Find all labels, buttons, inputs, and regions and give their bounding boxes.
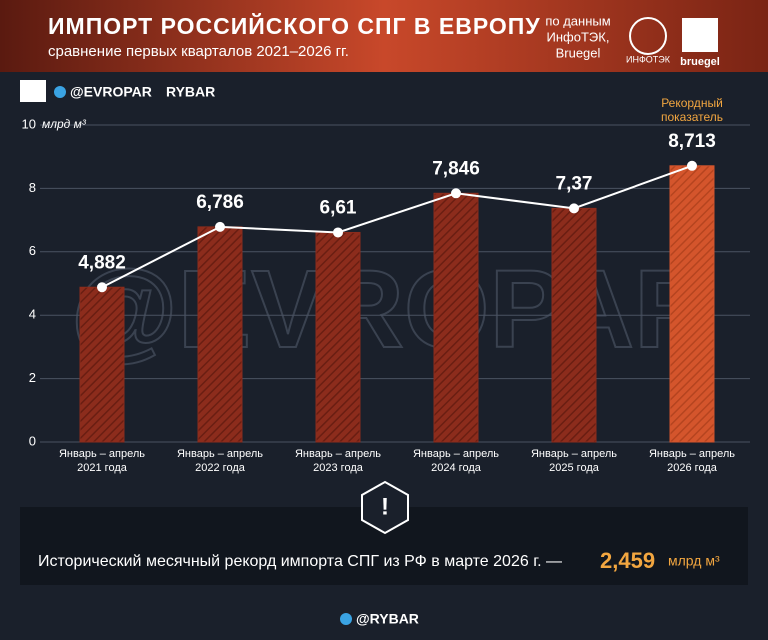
- y-tick-label: 10: [22, 116, 36, 131]
- bar: [315, 231, 361, 443]
- bar: [197, 226, 243, 443]
- x-tick-label: 2023 года: [313, 462, 364, 474]
- y-tick-label: 0: [29, 433, 36, 448]
- footer: @RYBAR: [356, 611, 419, 627]
- tg-icon: [340, 613, 352, 625]
- title: ИМПОРТ РОССИЙСКОГО СПГ В ЕВРОПУ: [48, 12, 541, 39]
- source: по данным: [545, 13, 610, 28]
- value-label: 4,882: [78, 252, 126, 273]
- logo: ИНФОТЭК: [626, 54, 671, 64]
- value-label: 6,61: [320, 197, 357, 218]
- y-tick-label: 2: [29, 370, 36, 385]
- annotation: Рекордный: [661, 96, 723, 110]
- point: [687, 160, 697, 171]
- qr: [20, 80, 46, 102]
- header-bg: [0, 0, 768, 72]
- note-value: 2,459: [600, 548, 655, 573]
- note-unit: млрд м³: [668, 553, 720, 569]
- source: ИнфоТЭК,: [547, 29, 610, 44]
- annotation: показатель: [661, 110, 723, 124]
- tg-icon: [54, 86, 66, 98]
- x-tick-label: Январь – апрель: [531, 448, 617, 460]
- source: Bruegel: [556, 45, 601, 60]
- x-tick-label: Январь – апрель: [295, 448, 381, 460]
- x-tick-label: 2021 года: [77, 462, 128, 474]
- point: [333, 227, 343, 238]
- point: [451, 188, 461, 199]
- x-tick-label: Январь – апрель: [649, 448, 735, 460]
- handle: @EVROPAR: [70, 84, 152, 100]
- bar: [433, 192, 479, 443]
- watermark: @EVROPAR: [70, 248, 713, 371]
- value-label: 7,37: [556, 173, 593, 194]
- point: [215, 221, 225, 232]
- bar: [669, 165, 715, 443]
- y-unit: млрд м³: [42, 117, 87, 131]
- y-tick-label: 4: [29, 307, 36, 322]
- handle: RYBAR: [166, 84, 215, 100]
- x-tick-label: 2025 года: [549, 462, 600, 474]
- y-tick-label: 8: [29, 180, 36, 195]
- point: [569, 203, 579, 214]
- x-tick-label: 2026 года: [667, 462, 718, 474]
- y-tick-label: 6: [29, 243, 36, 258]
- value-label: 7,846: [432, 158, 480, 179]
- value-label: 6,786: [196, 192, 244, 213]
- x-tick-label: 2024 года: [431, 462, 482, 474]
- subtitle: сравнение первых кварталов 2021–2026 гг.: [48, 43, 349, 60]
- note-text: Исторический месячный рекорд импорта СПГ…: [38, 553, 562, 570]
- line: [101, 164, 693, 289]
- warning-icon: !: [381, 493, 389, 520]
- logo-icon: [682, 18, 718, 52]
- point: [97, 282, 107, 293]
- x-tick-label: 2022 года: [195, 462, 246, 474]
- value-label: 8,713: [668, 131, 716, 152]
- bar: [551, 207, 597, 443]
- x-tick-label: Январь – апрель: [59, 448, 145, 460]
- bar: [79, 286, 125, 443]
- x-tick-label: Январь – апрель: [413, 448, 499, 460]
- x-tick-label: Январь – апрель: [177, 448, 263, 460]
- logo-icon: [629, 17, 667, 55]
- warning-icon: [361, 480, 409, 535]
- logo: bruegel: [680, 56, 720, 68]
